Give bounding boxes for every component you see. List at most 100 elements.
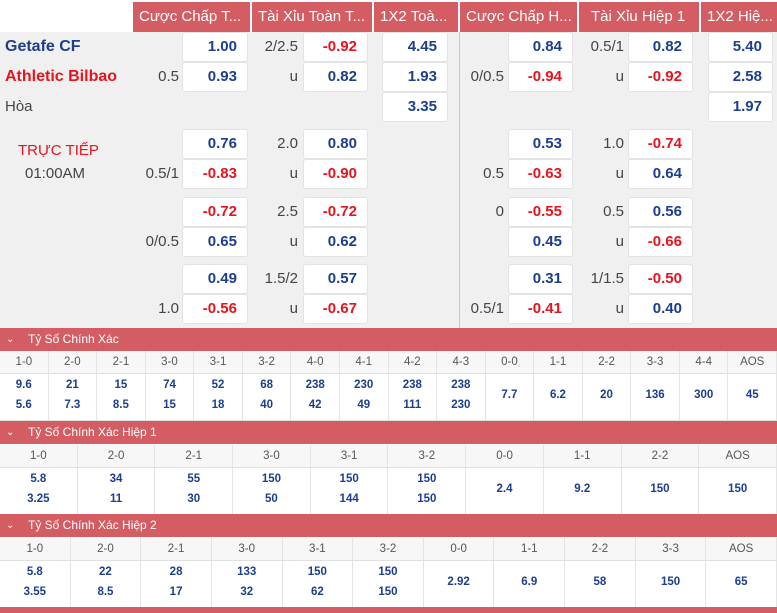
- score-odds-cell[interactable]: 136: [631, 374, 680, 420]
- odds-h1-1x2-home[interactable]: 5.40: [709, 33, 772, 61]
- score-header: 4-1: [340, 351, 389, 373]
- odds-h1-ah-away[interactable]: -0.41: [509, 295, 572, 323]
- score-odds-cell[interactable]: 21 7.3: [49, 374, 98, 420]
- odds-h1-ou-under[interactable]: -0.92: [629, 63, 692, 91]
- section-correct-score[interactable]: ⌄ Tỷ Số Chính Xác: [0, 328, 777, 351]
- odds-ou-over[interactable]: 0.80: [304, 130, 367, 158]
- odds-ah-away[interactable]: 0.65: [183, 228, 247, 256]
- score-odds-top: 238: [402, 379, 422, 391]
- score-odds-cell[interactable]: 150: [636, 561, 707, 607]
- odds-1x2-home[interactable]: 4.45: [383, 33, 447, 61]
- odds-ou-under[interactable]: -0.67: [304, 295, 367, 323]
- score-odds-cell[interactable]: 6.9: [494, 561, 566, 607]
- odds-h1-ah-away[interactable]: -0.63: [509, 160, 572, 188]
- header-1x2-ft[interactable]: 1X2 Toà...: [374, 2, 458, 32]
- score-odds-cell[interactable]: 68 40: [243, 374, 292, 420]
- home-team-name[interactable]: Getafe CF: [5, 38, 81, 55]
- odds-h1-ah-home[interactable]: 0.31: [509, 265, 572, 293]
- odds-ou-under[interactable]: 0.82: [304, 63, 367, 91]
- score-odds-cell[interactable]: 9.6 5.6: [0, 374, 49, 420]
- odds-ah-home[interactable]: 0.49: [183, 265, 247, 293]
- live-label: TRỰC TIẾP: [18, 142, 99, 159]
- score-odds-cell[interactable]: 133 32: [212, 561, 283, 607]
- score-odds-cell[interactable]: 150 150: [389, 468, 467, 514]
- odds-ou-over[interactable]: -0.72: [304, 198, 367, 226]
- odds-ou-under[interactable]: 0.62: [304, 228, 367, 256]
- score-odds-cell[interactable]: 2.4: [466, 468, 544, 514]
- score-odds-cell[interactable]: 150 50: [233, 468, 311, 514]
- odds-h1-ah-home[interactable]: 0.84: [509, 33, 572, 61]
- score-odds-cell[interactable]: 150 150: [353, 561, 424, 607]
- odds-ah-away[interactable]: -0.56: [183, 295, 247, 323]
- score-odds-cell[interactable]: 22 8.5: [71, 561, 142, 607]
- score-odds-bottom: 3.25: [27, 493, 50, 505]
- score-odds-cell[interactable]: 45: [728, 374, 777, 420]
- odds-h1-ou-under[interactable]: 0.64: [629, 160, 692, 188]
- odds-1x2-draw[interactable]: 3.35: [383, 93, 447, 121]
- score-odds-cell[interactable]: 150 144: [311, 468, 389, 514]
- odds-h1-ou-over[interactable]: -0.50: [629, 265, 692, 293]
- score-odds-cell[interactable]: 5.8 3.25: [0, 468, 78, 514]
- odds-h1-1x2-away[interactable]: 2.58: [709, 63, 772, 91]
- score-odds-cell[interactable]: 150 62: [283, 561, 354, 607]
- score-odds-cell[interactable]: 15 8.5: [97, 374, 146, 420]
- score-odds-cell[interactable]: 7.7: [486, 374, 535, 420]
- score-odds-cell[interactable]: 58: [565, 561, 636, 607]
- ah-line: 0/0.5: [145, 233, 179, 250]
- score-odds-cell[interactable]: 150: [699, 468, 777, 514]
- score-odds-cell[interactable]: 238 111: [389, 374, 438, 420]
- score-odds-cell[interactable]: 5.8 3.55: [0, 561, 71, 607]
- odds-ou-over[interactable]: 0.57: [304, 265, 367, 293]
- odds-h1-1x2-draw[interactable]: 1.97: [709, 93, 772, 121]
- score-header: 4-3: [437, 351, 486, 373]
- odds-ah-home[interactable]: 0.76: [183, 130, 247, 158]
- score-odds-cell[interactable]: 74 15: [146, 374, 195, 420]
- odds-ou-over[interactable]: -0.92: [304, 33, 367, 61]
- score-odds-cell[interactable]: 238 42: [291, 374, 340, 420]
- score-header: AOS: [728, 351, 777, 373]
- odds-ah-home[interactable]: -0.72: [183, 198, 247, 226]
- score-odds-cell[interactable]: 150: [622, 468, 700, 514]
- score-odds-cell[interactable]: 52 18: [194, 374, 243, 420]
- h1-ou-line: 1.0: [603, 135, 624, 152]
- score-odds-cell[interactable]: 6.2: [534, 374, 583, 420]
- section-correct-score-h2[interactable]: ⌄ Tỷ Số Chính Xác Hiệp 2: [0, 514, 777, 537]
- away-team-name[interactable]: Athletic Bilbao: [5, 68, 118, 85]
- odds-h1-ou-over[interactable]: -0.74: [629, 130, 692, 158]
- score-odds-bottom: 17: [169, 586, 183, 598]
- score-odds-single: 58: [593, 576, 607, 588]
- odds-ah-home[interactable]: 1.00: [183, 33, 247, 61]
- header-over-under-h1[interactable]: Tài Xỉu Hiệp 1: [579, 2, 699, 32]
- odds-ah-away[interactable]: -0.83: [183, 160, 247, 188]
- odds-h1-ou-under[interactable]: 0.40: [629, 295, 692, 323]
- score-odds-bottom: 230: [451, 399, 471, 411]
- score-odds-cell[interactable]: 238 230: [437, 374, 486, 420]
- score-odds-cell[interactable]: 65: [706, 561, 777, 607]
- section-correct-score-h1[interactable]: ⌄ Tỷ Số Chính Xác Hiệp 1: [0, 421, 777, 444]
- score-odds-cell[interactable]: 2.92: [424, 561, 495, 607]
- odds-h1-ou-over[interactable]: 0.82: [629, 33, 692, 61]
- header-over-under-ft[interactable]: Tài Xỉu Toàn T...: [252, 2, 372, 32]
- odds-h1-ou-under[interactable]: -0.66: [629, 228, 692, 256]
- header-asian-handicap-ft[interactable]: Cược Chấp T...: [133, 2, 250, 32]
- odds-h1-ah-away[interactable]: 0.45: [509, 228, 572, 256]
- odds-1x2-away[interactable]: 1.93: [383, 63, 447, 91]
- odds-h1-ah-home[interactable]: -0.55: [509, 198, 572, 226]
- odds-ah-away[interactable]: 0.93: [183, 63, 247, 91]
- score-odds-cell[interactable]: 20: [583, 374, 632, 420]
- header-asian-handicap-h1[interactable]: Cược Chấp H...: [460, 2, 577, 32]
- header-1x2-h1[interactable]: 1X2 Hiệ...: [701, 2, 777, 32]
- odds-h1-ah-home[interactable]: 0.53: [509, 130, 572, 158]
- ou-line: 2.0: [277, 135, 298, 152]
- score-odds-cell[interactable]: 28 17: [141, 561, 212, 607]
- score-odds-cell[interactable]: 300: [680, 374, 729, 420]
- score-odds-cell[interactable]: 55 30: [155, 468, 234, 514]
- score-odds-cell[interactable]: 34 11: [78, 468, 156, 514]
- odds-ou-under[interactable]: -0.90: [304, 160, 367, 188]
- odds-h1-ou-over[interactable]: 0.56: [629, 198, 692, 226]
- score-odds-cell[interactable]: 230 49: [340, 374, 389, 420]
- score-odds-cell[interactable]: 9.2: [544, 468, 622, 514]
- score-odds-bottom: 32: [240, 586, 254, 598]
- odds-h1-ah-away[interactable]: -0.94: [509, 63, 572, 91]
- score-odds-top: 34: [109, 473, 123, 485]
